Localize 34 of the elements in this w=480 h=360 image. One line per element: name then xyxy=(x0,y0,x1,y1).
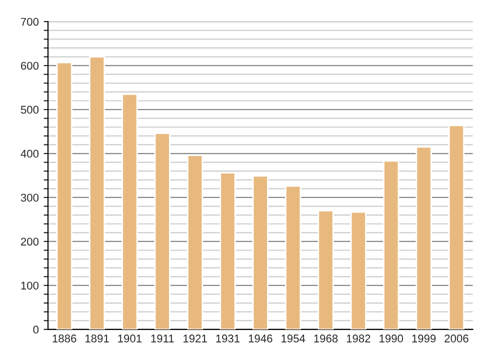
bar xyxy=(220,172,236,330)
y-tick-label: 300 xyxy=(20,194,39,202)
bar xyxy=(350,211,366,330)
bar xyxy=(154,132,170,330)
x-tick-label: 1954 xyxy=(282,334,306,342)
x-tick-label: 1946 xyxy=(248,334,272,342)
y-tick-label: 200 xyxy=(20,238,39,246)
bar xyxy=(252,175,268,330)
x-tick-label: 1901 xyxy=(118,334,142,342)
x-tick-label: 1982 xyxy=(346,334,370,342)
y-tick-label: 400 xyxy=(20,150,39,158)
y-tick-label: 0 xyxy=(33,326,39,334)
bar xyxy=(416,146,432,330)
bar xyxy=(187,154,204,330)
bar xyxy=(285,185,302,330)
bar xyxy=(88,56,106,330)
y-tick-label: 700 xyxy=(21,18,39,26)
x-tick-label: 1990 xyxy=(380,334,404,342)
y-tick-label: 500 xyxy=(20,106,39,114)
bar xyxy=(318,210,334,330)
x-tick-label: 1886 xyxy=(52,334,76,342)
x-tick-label: 1921 xyxy=(184,334,207,342)
bar xyxy=(383,160,400,330)
x-tick-label: 1968 xyxy=(314,334,338,342)
x-tick-label: 1931 xyxy=(216,334,240,342)
bar xyxy=(56,62,72,330)
x-tick-label: 1999 xyxy=(412,334,436,342)
y-tick-label: 600 xyxy=(21,62,39,70)
bar xyxy=(448,124,465,330)
x-tick-label: 1911 xyxy=(151,334,174,342)
x-tick-label: 2006 xyxy=(444,334,468,342)
bar xyxy=(122,93,138,330)
x-tick-label: 1891 xyxy=(86,334,109,342)
y-tick-label: 100 xyxy=(21,282,39,290)
